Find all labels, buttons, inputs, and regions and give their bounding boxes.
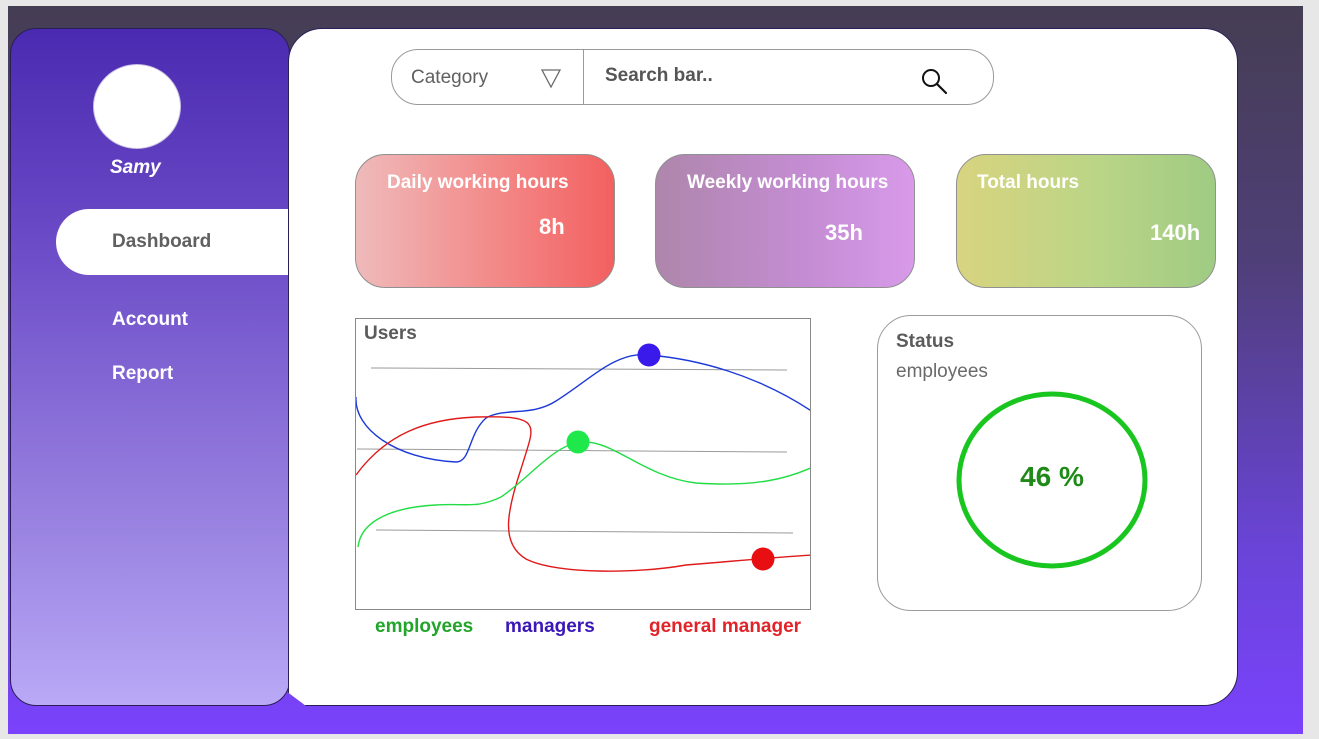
chart-series-managers [356, 353, 810, 463]
sidebar-item-label: Dashboard [112, 231, 212, 252]
chart-gridline [375, 529, 794, 534]
status-title: Status [896, 331, 955, 352]
daily-hours-card[interactable]: Daily working hours 8h [355, 154, 615, 288]
search-box: Category [391, 49, 994, 105]
chart-point-employees [566, 430, 590, 454]
status-card: Status employees 46 % [877, 315, 1202, 611]
card-label: Daily working hours [387, 172, 569, 193]
chart-title: Users [364, 323, 417, 344]
category-dropdown[interactable]: Category [411, 67, 489, 88]
chart-plot [356, 343, 810, 572]
avatar[interactable] [93, 64, 181, 149]
triangle-down-icon[interactable] [540, 67, 562, 89]
sidebar-item-account[interactable]: Account [112, 309, 188, 330]
card-label: Total hours [977, 172, 1080, 193]
sidebar-item-report[interactable]: Report [112, 363, 174, 384]
card-value: 140h [1150, 220, 1201, 245]
search-divider [583, 50, 584, 104]
search-input[interactable] [592, 58, 905, 94]
users-chart: Users [355, 318, 811, 610]
sidebar-item-dashboard[interactable]: Dashboard [56, 209, 296, 275]
legend-general-manager: general manager [649, 616, 802, 637]
search-icon[interactable] [920, 67, 948, 95]
status-value: 46 % [1020, 461, 1084, 492]
chart-gridline [370, 367, 788, 371]
chart-series-employees [357, 441, 810, 548]
card-value: 8h [539, 214, 565, 239]
legend-employees: employees [375, 616, 474, 637]
status-subtitle: employees [896, 361, 988, 382]
chart-series-general-manager [356, 416, 810, 572]
user-name: Samy [110, 157, 161, 178]
card-value: 35h [825, 220, 863, 245]
card-label: Weekly working hours [687, 172, 889, 193]
total-hours-card[interactable]: Total hours 140h [956, 154, 1216, 288]
chart-point-managers [637, 343, 661, 367]
status-ring [956, 391, 1148, 569]
chart-point-general-manager [751, 547, 775, 571]
weekly-hours-card[interactable]: Weekly working hours 35h [655, 154, 915, 288]
legend-managers: managers [505, 616, 595, 637]
